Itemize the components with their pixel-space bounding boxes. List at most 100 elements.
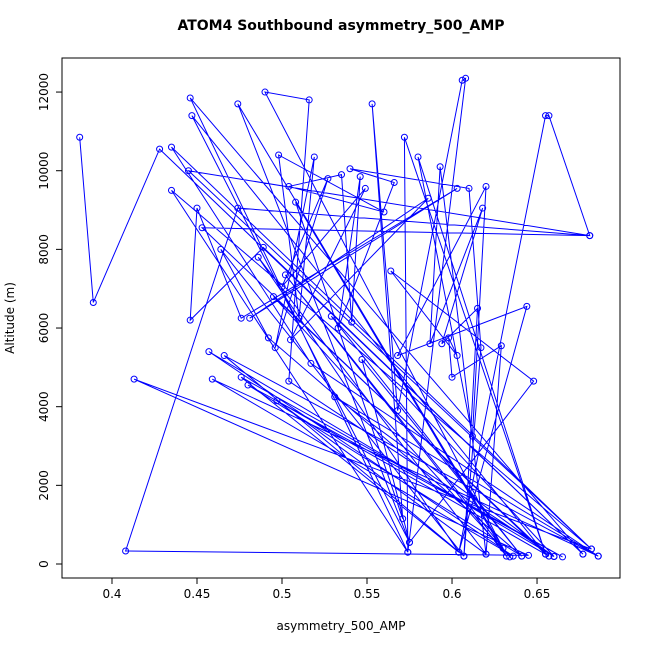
x-tick-label: 0.4 [102, 587, 121, 601]
x-tick-label: 0.65 [524, 587, 551, 601]
data-point [368, 100, 376, 108]
data-point [89, 298, 97, 306]
data-point [254, 253, 262, 261]
data-point [414, 153, 422, 161]
data-point [259, 243, 267, 251]
data-point [482, 550, 490, 558]
data-point [394, 352, 402, 360]
y-tick-label: 8000 [37, 234, 51, 265]
data-point [394, 407, 402, 415]
data-point [234, 100, 242, 108]
data-point [220, 352, 228, 360]
chart-title: ATOM4 Southbound asymmetry_500_AMP [177, 18, 504, 34]
data-point [261, 88, 269, 96]
data-point [438, 340, 446, 348]
data-point [453, 184, 461, 192]
data-point [275, 151, 283, 159]
data-point [542, 112, 550, 120]
data-point [324, 175, 332, 183]
data-point [436, 163, 444, 171]
data-point [390, 179, 398, 187]
data-point [586, 232, 594, 240]
data-point [285, 182, 293, 190]
data-point [458, 76, 466, 84]
data-point [468, 432, 476, 440]
data-point [186, 94, 194, 102]
data-point [424, 194, 432, 202]
data-point [462, 74, 470, 82]
data-point [530, 377, 538, 385]
y-tick-label: 2000 [37, 470, 51, 501]
data-point [361, 184, 369, 192]
data-point [327, 312, 335, 320]
data-point [122, 547, 130, 555]
data-point [338, 171, 346, 179]
data-point [506, 553, 514, 561]
x-tick-label: 0.5 [272, 587, 291, 601]
data-point [292, 198, 300, 206]
data-point [244, 381, 252, 389]
data-point [550, 553, 558, 561]
data-point [594, 552, 602, 560]
data-point [331, 393, 339, 401]
data-point [542, 550, 550, 558]
data-point [234, 204, 242, 212]
data-point [356, 173, 364, 181]
data-point [400, 133, 408, 141]
data-point [167, 186, 175, 194]
data-point [448, 373, 456, 381]
data-point [130, 375, 138, 383]
data-point [270, 293, 278, 301]
data-line [79, 77, 599, 558]
data-point [509, 552, 517, 560]
data-point [525, 551, 533, 559]
x-tick-label: 0.45 [184, 587, 211, 601]
data-point [307, 359, 315, 367]
y-tick-label: 0 [37, 560, 51, 568]
data-point [559, 553, 567, 561]
data-point [479, 204, 487, 212]
x-axis-label: asymmetry_500_AMP [277, 619, 406, 633]
data-point [287, 336, 295, 344]
data-point [310, 153, 318, 161]
data-point [497, 342, 505, 350]
data-point [358, 355, 366, 363]
data-point [406, 538, 414, 546]
data-point [346, 165, 354, 173]
x-tick-label: 0.55 [354, 587, 381, 601]
data-point [334, 324, 342, 332]
data-point [156, 145, 164, 153]
data-point [208, 375, 216, 383]
data-point [399, 515, 407, 523]
data-point [285, 377, 293, 385]
data-point [445, 334, 453, 342]
data-point [278, 283, 286, 291]
data-point [499, 544, 507, 552]
y-tick-label: 12000 [37, 73, 51, 111]
data-point [453, 352, 461, 360]
data-point [188, 112, 196, 120]
data-point [523, 302, 531, 310]
data-point [205, 348, 213, 356]
plot-frame [61, 57, 621, 579]
data-point [271, 344, 279, 352]
data-point [518, 552, 526, 560]
data-point [186, 316, 194, 324]
data-point [477, 344, 485, 352]
data-point [380, 208, 388, 216]
data-point [579, 550, 587, 558]
data-point [264, 334, 272, 342]
data-point [167, 143, 175, 151]
data-point [587, 545, 595, 553]
data-point [502, 552, 510, 560]
data-point [460, 552, 468, 560]
y-tick-label: 6000 [37, 313, 51, 344]
data-point [217, 245, 225, 253]
y-axis-label: Altitude (m) [3, 282, 17, 354]
data-point [455, 548, 463, 556]
data-point [295, 314, 303, 322]
data-point [474, 304, 482, 312]
data-point [184, 167, 192, 175]
y-tick-label: 4000 [37, 391, 51, 422]
